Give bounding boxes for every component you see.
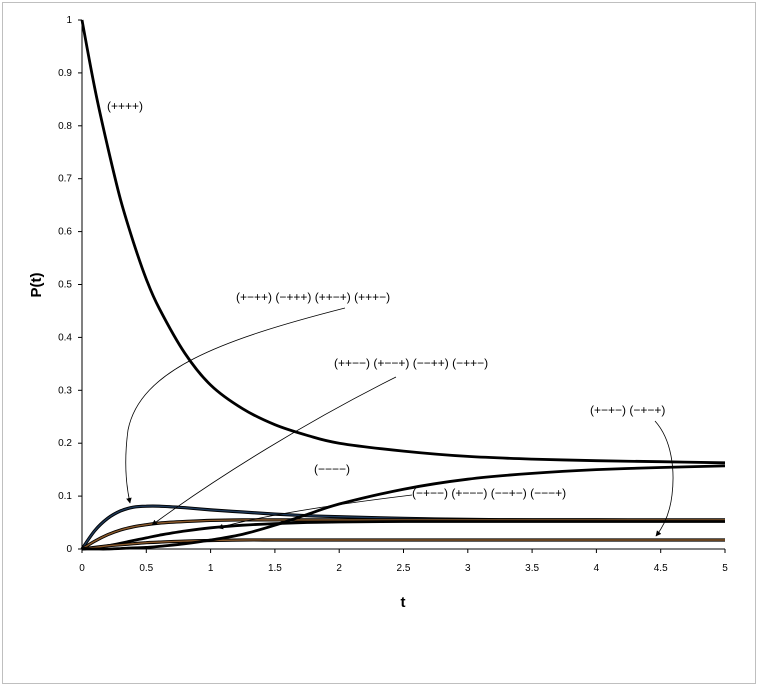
- y-tick-label: 0.3: [58, 385, 72, 396]
- x-tick-label: 3: [465, 563, 471, 574]
- series-line-0: [80, 19, 726, 465]
- annotation-single-plus: (−+−−) (+−−−) (−−+−) (−−−+): [412, 486, 566, 500]
- annotation-single-minus: (+−++) (−+++) (++−+) (+++−): [236, 290, 390, 304]
- y-tick-label: 0.1: [58, 491, 72, 502]
- x-tick-label: 4.5: [654, 563, 668, 574]
- x-tick-label: 2.5: [397, 563, 411, 574]
- x-tick-label: 2: [336, 563, 342, 574]
- y-tick-label: 1: [66, 15, 72, 26]
- x-tick-label: 1: [208, 563, 214, 574]
- y-tick-label: 0.2: [58, 438, 72, 449]
- annotation-mmmm: (−−−−): [314, 462, 350, 476]
- arrow-two-minus-adjacent: [151, 376, 397, 526]
- annotation-alternating: (+−+−) (−+−+): [590, 403, 665, 417]
- y-tick-label: 0.4: [58, 332, 72, 343]
- x-tick-label: 1.5: [268, 563, 282, 574]
- y-tick-label: 0.5: [58, 280, 72, 291]
- annotation-two-minus-adjacent: (++−−) (+−−+) (−−++) (−++−): [334, 356, 488, 370]
- x-tick-label: 0: [79, 563, 85, 574]
- series-line-5: [82, 464, 726, 551]
- y-tick-label: 0.6: [58, 227, 72, 238]
- x-tick-label: 5: [722, 563, 728, 574]
- arrow-alternating: [654, 420, 674, 537]
- x-tick-label: 3.5: [525, 563, 539, 574]
- x-tick-label: 0.5: [139, 563, 153, 574]
- chart-frame: [2, 2, 756, 684]
- y-tick-label: 0.8: [58, 121, 72, 132]
- y-tick-label: 0.9: [58, 68, 72, 79]
- arrow-single-minus: [125, 307, 346, 504]
- x-axis-title: t: [401, 594, 406, 611]
- series-line-4: [81, 539, 725, 550]
- x-tick-label: 4: [594, 563, 600, 574]
- annotation-pppp: (++++): [107, 99, 143, 113]
- y-tick-label: 0: [66, 544, 72, 555]
- y-axis-title: P(t): [28, 273, 45, 298]
- y-tick-label: 0.7: [58, 174, 72, 185]
- arrow-single-plus: [217, 494, 413, 530]
